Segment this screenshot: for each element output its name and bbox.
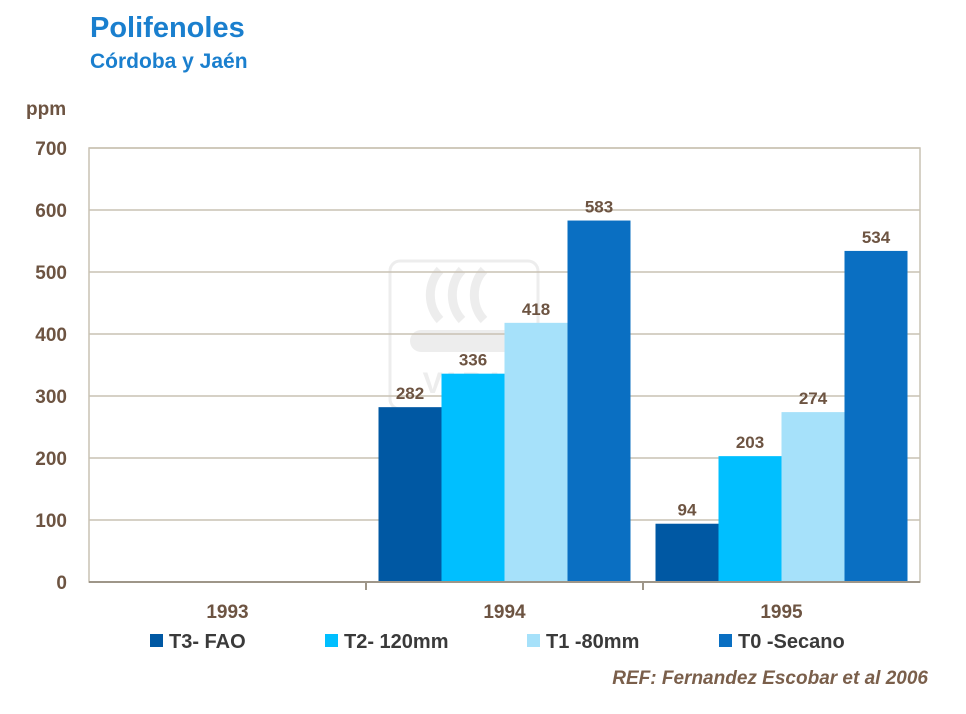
legend-label: T2- 120mm	[344, 631, 449, 653]
data-label: 534	[862, 228, 891, 247]
data-label: 203	[736, 433, 764, 452]
legend-label: T0 -Secano	[738, 631, 845, 653]
data-label: 282	[396, 384, 424, 403]
data-labels: 282 336 418 583 94 203 274 534	[396, 198, 891, 520]
y-tick-label: 700	[35, 139, 67, 160]
y-tick-label: 600	[35, 201, 67, 222]
y-axis-unit-label: ppm	[26, 99, 66, 120]
legend-label: T3- FAO	[169, 631, 246, 653]
y-tick-label: 200	[35, 449, 67, 470]
legend: T3- FAO T2- 120mm T1 -80mm T0 -Secano	[150, 631, 845, 653]
bars	[378, 220, 908, 583]
legend-swatch	[150, 634, 163, 647]
bar-t0-secano-1995	[844, 250, 908, 583]
y-tick-label: 400	[35, 325, 67, 346]
y-tick-label: 500	[35, 263, 67, 284]
x-tick-label: 1995	[760, 602, 803, 623]
bar-t1-80mm-1994	[504, 322, 568, 582]
bar-t3-fao-1994	[378, 407, 442, 582]
y-axis: ppm 0 100 200 300 400 500 600 700	[26, 99, 67, 594]
y-tick-label: 100	[35, 511, 67, 532]
data-label: 274	[799, 389, 828, 408]
bar-t2-120mm-1994	[441, 373, 505, 582]
x-axis: 1993 1994 1995	[89, 581, 920, 623]
x-tick-label: 1993	[206, 602, 248, 623]
y-tick-label: 300	[35, 387, 67, 408]
legend-swatch	[325, 634, 338, 647]
x-tick-label: 1994	[483, 602, 526, 623]
legend-swatch	[527, 634, 540, 647]
data-label: 418	[522, 300, 550, 319]
y-tick-label: 0	[56, 573, 67, 594]
bar-t0-secano-1994	[567, 220, 631, 583]
legend-swatch	[719, 634, 732, 647]
reference-note: REF: Fernandez Escobar et al 2006	[612, 668, 928, 689]
bar-t2-120mm-1995	[718, 456, 782, 582]
data-label: 94	[678, 501, 697, 520]
chart-title: Polifenoles	[90, 12, 245, 44]
bar-t1-80mm-1995	[781, 412, 845, 582]
bar-t3-fao-1995	[655, 523, 719, 582]
data-label: 583	[585, 198, 613, 217]
data-label: 336	[459, 351, 487, 370]
legend-label: T1 -80mm	[546, 631, 639, 653]
chart-subtitle: Córdoba y Jaén	[90, 50, 248, 73]
